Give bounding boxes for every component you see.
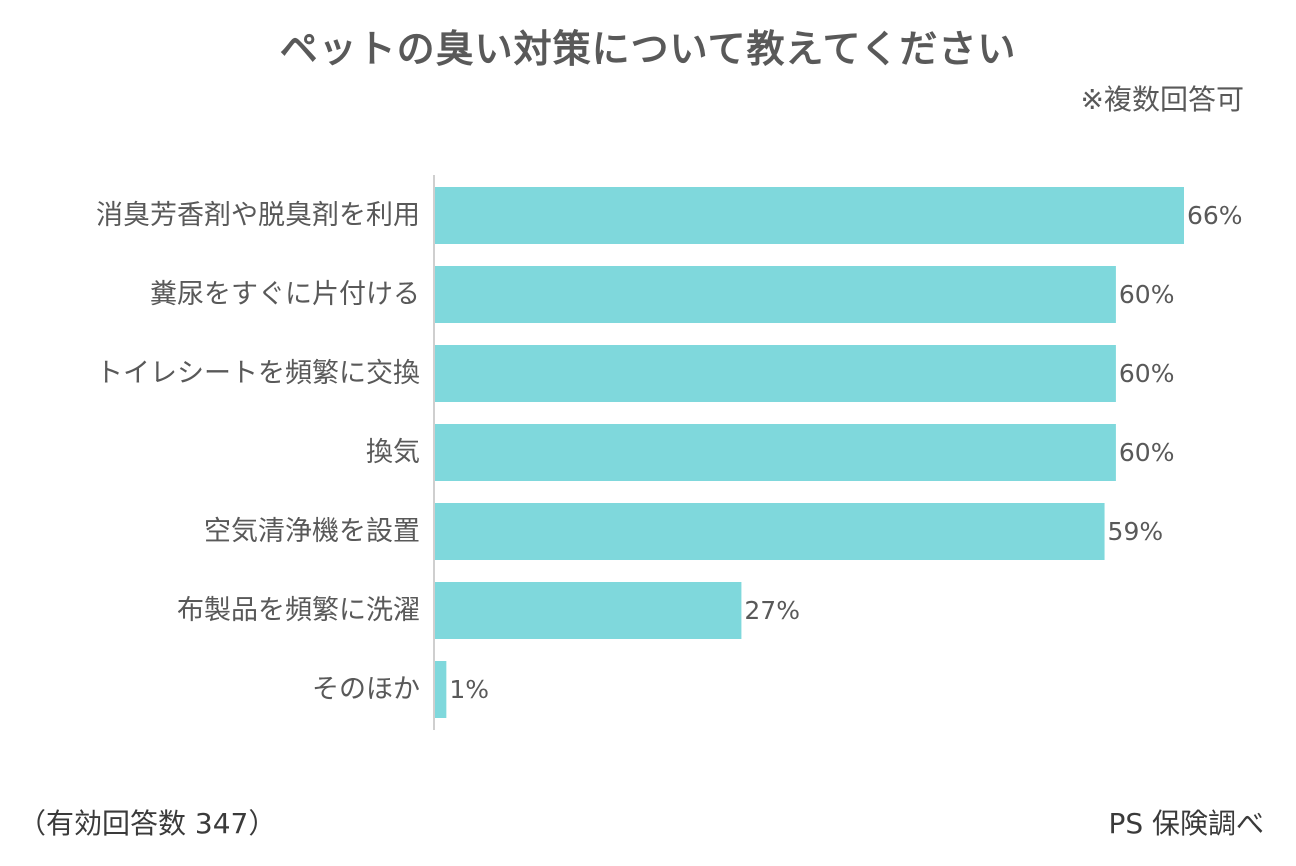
category-label-5: 布製品を頻繁に洗濯 bbox=[177, 595, 420, 626]
bar-5 bbox=[435, 582, 742, 639]
source-note: PS 保険調べ bbox=[1108, 807, 1264, 840]
category-labels-group: 消臭芳香剤や脱臭剤を利用糞尿をすぐに片付けるトイレシートを頻繁に交換換気空気清浄… bbox=[96, 200, 420, 705]
value-label-4: 59% bbox=[1108, 517, 1164, 546]
value-label-3: 60% bbox=[1119, 438, 1175, 467]
multiple-answer-note: ※複数回答可 bbox=[1080, 83, 1244, 116]
category-label-1: 糞尿をすぐに片付ける bbox=[150, 279, 420, 310]
value-label-6: 1% bbox=[449, 675, 489, 704]
category-label-4: 空気清浄機を設置 bbox=[204, 516, 420, 547]
value-label-0: 66% bbox=[1187, 201, 1243, 230]
bars-group bbox=[435, 187, 1184, 718]
category-label-0: 消臭芳香剤や脱臭剤を利用 bbox=[96, 200, 420, 231]
sample-size-note: （有効回答数 347） bbox=[18, 807, 277, 840]
value-label-1: 60% bbox=[1119, 280, 1175, 309]
category-label-2: トイレシートを頻繁に交換 bbox=[96, 358, 420, 389]
category-label-6: そのほか bbox=[312, 674, 420, 705]
category-label-3: 換気 bbox=[366, 437, 420, 468]
bar-2 bbox=[435, 345, 1116, 402]
value-labels-group: 66% 60% 60% 60% 59% 27% 1% bbox=[449, 201, 1242, 704]
bar-4 bbox=[435, 503, 1105, 560]
bar-6 bbox=[435, 661, 447, 718]
bar-3 bbox=[435, 424, 1116, 481]
bar-1 bbox=[435, 266, 1116, 323]
value-label-2: 60% bbox=[1119, 359, 1175, 388]
chart-title: ペットの臭い対策について教えてください bbox=[279, 27, 1017, 71]
value-label-5: 27% bbox=[744, 596, 800, 625]
bar-0 bbox=[435, 187, 1184, 244]
